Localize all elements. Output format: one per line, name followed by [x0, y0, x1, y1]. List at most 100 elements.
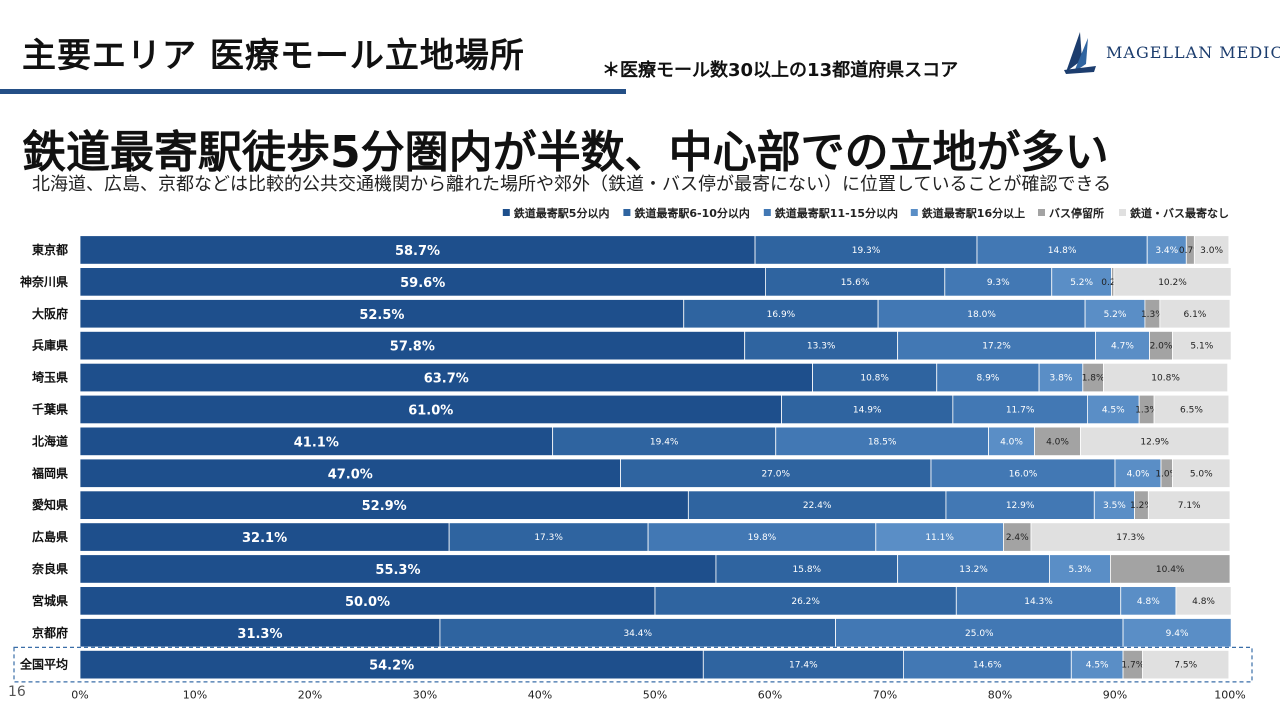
data-label: 63.7% — [424, 372, 469, 387]
legend-swatch-0 — [502, 209, 510, 216]
bar-segment — [715, 554, 899, 584]
data-label: 3.8% — [1050, 374, 1073, 384]
data-label: 32.1% — [242, 531, 287, 546]
data-label: 11.7% — [1006, 405, 1035, 415]
bar-segment — [1084, 299, 1146, 329]
bar-segment — [945, 490, 1095, 520]
bar-segment — [79, 649, 704, 680]
category-label: 北海道 — [32, 433, 68, 448]
page-number: 16 — [8, 684, 26, 700]
legend-swatch-4 — [1038, 209, 1045, 216]
data-label: 5.2% — [1104, 310, 1127, 320]
data-label: 0.7% — [1179, 246, 1202, 256]
data-label: 15.6% — [841, 278, 870, 288]
data-label: 14.8% — [1048, 246, 1077, 256]
category-label: 奈良県 — [31, 561, 68, 576]
bar-segment — [944, 267, 1053, 297]
legend-label-0: 鉄道最寄駅5分以内 — [514, 206, 610, 220]
bar-segment — [781, 394, 954, 425]
category-label: 福岡県 — [31, 465, 68, 480]
bar-segment — [835, 618, 1124, 648]
legend-label-2: 鉄道最寄駅11-15分以内 — [775, 206, 898, 220]
data-label: 13.2% — [959, 565, 988, 575]
data-label: 4.0% — [1046, 437, 1069, 447]
data-label: 4.7% — [1111, 342, 1134, 352]
chart-legend: 鉄道最寄駅5分以内 鉄道最寄駅6-10分以内 鉄道最寄駅11-15分以内 鉄道最寄駅1… — [502, 206, 1229, 220]
data-label: 4.8% — [1137, 597, 1160, 607]
data-label: 1.3% — [1135, 405, 1158, 415]
bar-segment — [1172, 330, 1232, 361]
bar-segment — [1038, 362, 1084, 393]
data-label: 17.2% — [982, 342, 1011, 352]
category-label: 神奈川県 — [20, 274, 68, 289]
data-label: 17.3% — [534, 533, 563, 543]
data-label: 17.3% — [1116, 533, 1145, 543]
bar-segment — [79, 299, 685, 329]
bar-segment — [79, 490, 689, 520]
data-label: 1.3% — [1141, 310, 1164, 320]
data-label: 15.8% — [793, 565, 822, 575]
bar-segment — [1003, 522, 1032, 552]
bar-segment — [1153, 394, 1230, 425]
x-tick-label: 10% — [183, 689, 207, 702]
data-label: 16.9% — [767, 310, 796, 320]
data-label: 58.7% — [395, 244, 440, 259]
bar-segment — [79, 522, 450, 552]
bar-segment — [765, 267, 946, 297]
data-label: 4.5% — [1086, 661, 1109, 671]
bar-segment — [1030, 522, 1231, 552]
category-label: 全国平均 — [19, 657, 68, 672]
category-label: 愛知県 — [32, 497, 68, 512]
legend-swatch-2 — [763, 209, 771, 216]
x-tick-label: 30% — [413, 689, 437, 702]
bar-segment — [79, 586, 656, 616]
bar-segment — [877, 299, 1086, 329]
logo-text: MAGELLAN MEDICAL — [1106, 42, 1280, 62]
data-label: 57.8% — [390, 340, 435, 355]
x-tick-label: 80% — [988, 689, 1012, 702]
category-label: 東京都 — [32, 242, 68, 257]
bar-segment — [1146, 235, 1187, 265]
data-label: 5.3% — [1068, 565, 1091, 575]
data-label: 10.8% — [860, 374, 889, 384]
bar-segment — [1120, 586, 1177, 616]
data-label: 26.2% — [791, 597, 820, 607]
bar-segment — [1095, 330, 1150, 361]
bar-segment — [683, 299, 879, 329]
data-label: 14.9% — [853, 405, 882, 415]
bar-segment — [903, 649, 1072, 680]
data-label: 13.3% — [807, 342, 836, 352]
bar-segment — [1080, 426, 1230, 457]
x-tick-label: 50% — [643, 689, 667, 702]
data-label: 4.5% — [1102, 405, 1125, 415]
legend-swatch-1 — [623, 209, 631, 216]
data-label: 52.5% — [359, 308, 404, 323]
bar-segment — [1087, 394, 1140, 425]
x-tick-label: 100% — [1214, 689, 1245, 702]
legend-swatch-5 — [1119, 209, 1126, 216]
category-label: 兵庫県 — [32, 338, 68, 353]
bar-segment — [79, 618, 441, 648]
bar-segment — [955, 586, 1122, 616]
data-label: 9.3% — [987, 278, 1010, 288]
bar-segment — [1172, 458, 1231, 488]
bar-segment — [1113, 267, 1232, 297]
data-label: 7.5% — [1174, 661, 1197, 671]
category-label: 京都府 — [32, 625, 68, 640]
bar-segment — [897, 554, 1050, 584]
bar-segment — [79, 362, 813, 393]
data-label: 1.7% — [1121, 661, 1144, 671]
bar-segment — [448, 522, 649, 552]
data-label: 9.4% — [1166, 629, 1189, 639]
bar-segment — [702, 649, 904, 680]
bar-segment — [1122, 618, 1232, 648]
slide-note: ＊医療モール数30以上の13都道府県スコア — [602, 60, 959, 81]
data-label: 54.2% — [369, 659, 414, 674]
data-label: 19.3% — [852, 246, 881, 256]
bar-segment — [79, 394, 782, 425]
bar-segment — [1193, 235, 1230, 265]
data-label: 2.0% — [1150, 342, 1173, 352]
data-label: 3.5% — [1103, 501, 1126, 511]
bar-segment — [775, 426, 989, 457]
bar-segment — [1070, 649, 1124, 680]
